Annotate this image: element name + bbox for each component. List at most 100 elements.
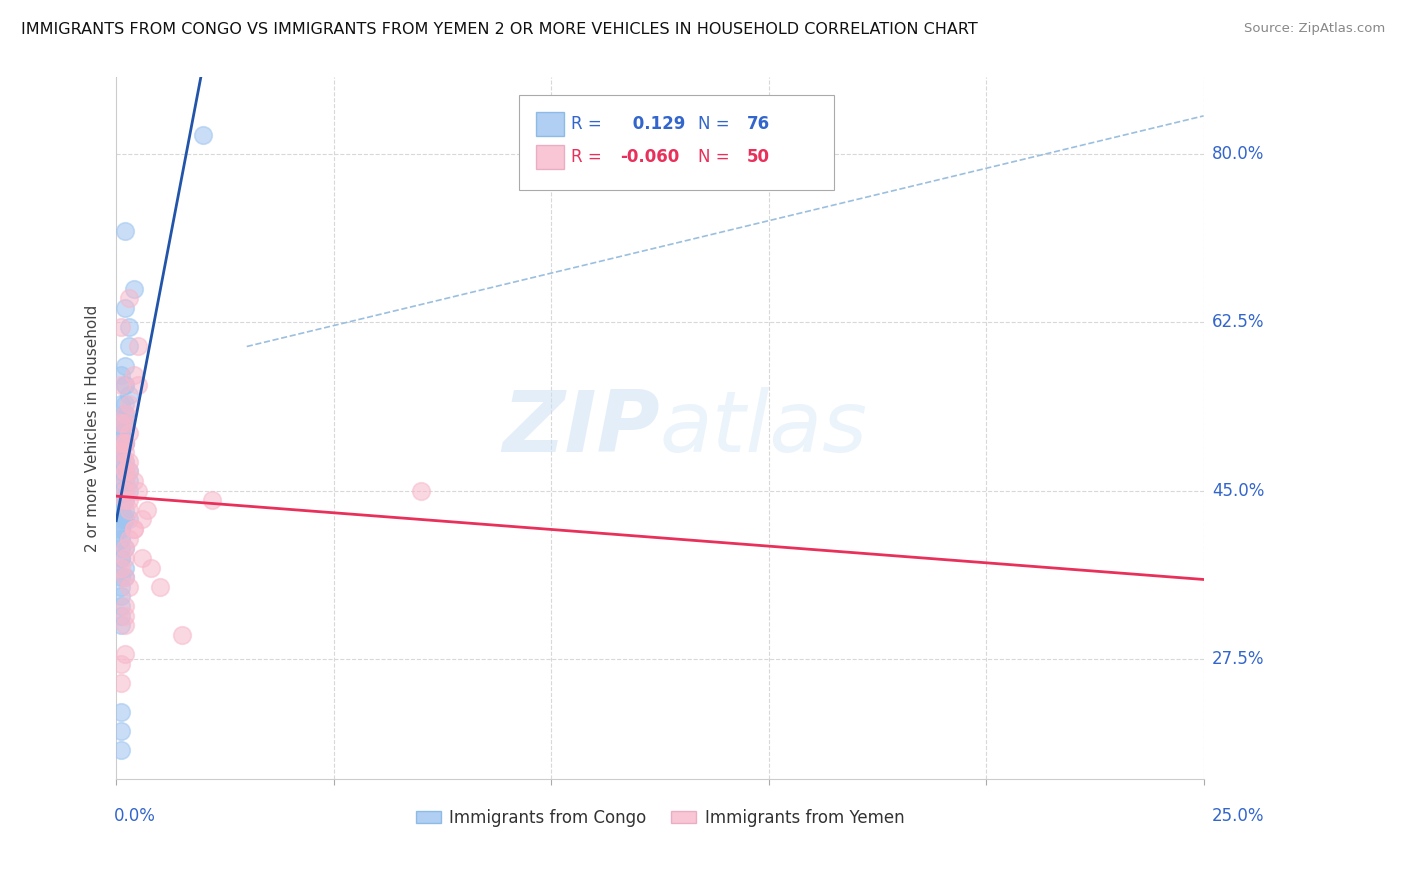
Point: [118, 339, 141, 353]
Point: [118, 532, 141, 546]
Point: [110, 378, 132, 392]
Point: [118, 483, 141, 498]
Y-axis label: 2 or more Vehicles in Household: 2 or more Vehicles in Household: [86, 304, 100, 552]
Point: [110, 743, 132, 757]
Point: [118, 580, 141, 594]
Point: [110, 503, 132, 517]
Point: [110, 483, 132, 498]
Text: Source: ZipAtlas.com: Source: ZipAtlas.com: [1244, 22, 1385, 36]
Point: [409, 483, 432, 498]
Point: [110, 455, 132, 469]
Point: [114, 435, 136, 450]
Point: [110, 522, 132, 536]
Point: [118, 425, 141, 440]
Point: [114, 570, 136, 584]
Text: 45.0%: 45.0%: [1212, 482, 1264, 500]
Point: [114, 378, 136, 392]
Point: [110, 522, 132, 536]
Text: 25.0%: 25.0%: [1212, 806, 1264, 825]
Point: [114, 455, 136, 469]
Point: [201, 493, 224, 508]
Point: [114, 435, 136, 450]
Point: [114, 464, 136, 478]
Text: 0.129: 0.129: [627, 115, 686, 133]
Text: 80.0%: 80.0%: [1212, 145, 1264, 163]
FancyBboxPatch shape: [536, 145, 564, 169]
Point: [118, 464, 141, 478]
Point: [122, 474, 145, 488]
Text: -0.060: -0.060: [620, 148, 679, 166]
Point: [110, 541, 132, 556]
Point: [114, 512, 136, 526]
Point: [193, 128, 215, 142]
Point: [110, 590, 132, 604]
Point: [110, 445, 132, 459]
Point: [114, 560, 136, 574]
Point: [114, 464, 136, 478]
Point: [110, 532, 132, 546]
Point: [170, 628, 193, 642]
Point: [110, 425, 132, 440]
Point: [110, 503, 132, 517]
FancyBboxPatch shape: [536, 112, 564, 136]
Point: [110, 445, 132, 459]
Point: [114, 493, 136, 508]
Point: [149, 580, 172, 594]
Point: [118, 397, 141, 411]
Point: [110, 445, 132, 459]
Point: [114, 417, 136, 431]
Point: [110, 532, 132, 546]
Point: [114, 464, 136, 478]
Point: [110, 599, 132, 613]
Text: 27.5%: 27.5%: [1212, 649, 1264, 668]
Point: [118, 493, 141, 508]
Point: [110, 464, 132, 478]
Point: [114, 647, 136, 661]
Point: [118, 474, 141, 488]
Point: [131, 512, 153, 526]
Point: [114, 397, 136, 411]
Point: [110, 618, 132, 632]
Point: [110, 675, 132, 690]
Text: 0.0%: 0.0%: [114, 806, 156, 825]
Point: [114, 464, 136, 478]
Point: [110, 397, 132, 411]
Point: [114, 503, 136, 517]
Point: [110, 705, 132, 719]
Point: [110, 445, 132, 459]
Point: [114, 407, 136, 421]
Point: [110, 550, 132, 565]
Point: [114, 359, 136, 373]
Point: [122, 522, 145, 536]
Point: [118, 292, 141, 306]
Point: [114, 550, 136, 565]
Point: [114, 445, 136, 459]
Point: [110, 580, 132, 594]
Point: [114, 455, 136, 469]
Point: [114, 301, 136, 315]
Point: [110, 474, 132, 488]
Point: [114, 435, 136, 450]
Point: [110, 435, 132, 450]
Point: [114, 570, 136, 584]
Point: [110, 417, 132, 431]
Point: [114, 474, 136, 488]
Text: 62.5%: 62.5%: [1212, 313, 1264, 332]
Point: [110, 368, 132, 383]
Point: [114, 417, 136, 431]
Point: [110, 550, 132, 565]
Text: 76: 76: [747, 115, 770, 133]
Point: [131, 550, 153, 565]
Point: [114, 541, 136, 556]
Point: [118, 512, 141, 526]
Point: [110, 483, 132, 498]
Point: [110, 435, 132, 450]
Text: N =: N =: [697, 115, 730, 133]
Point: [114, 483, 136, 498]
Point: [110, 455, 132, 469]
Point: [114, 224, 136, 238]
Point: [110, 417, 132, 431]
Text: N =: N =: [697, 148, 730, 166]
Point: [118, 503, 141, 517]
Text: 50: 50: [747, 148, 770, 166]
